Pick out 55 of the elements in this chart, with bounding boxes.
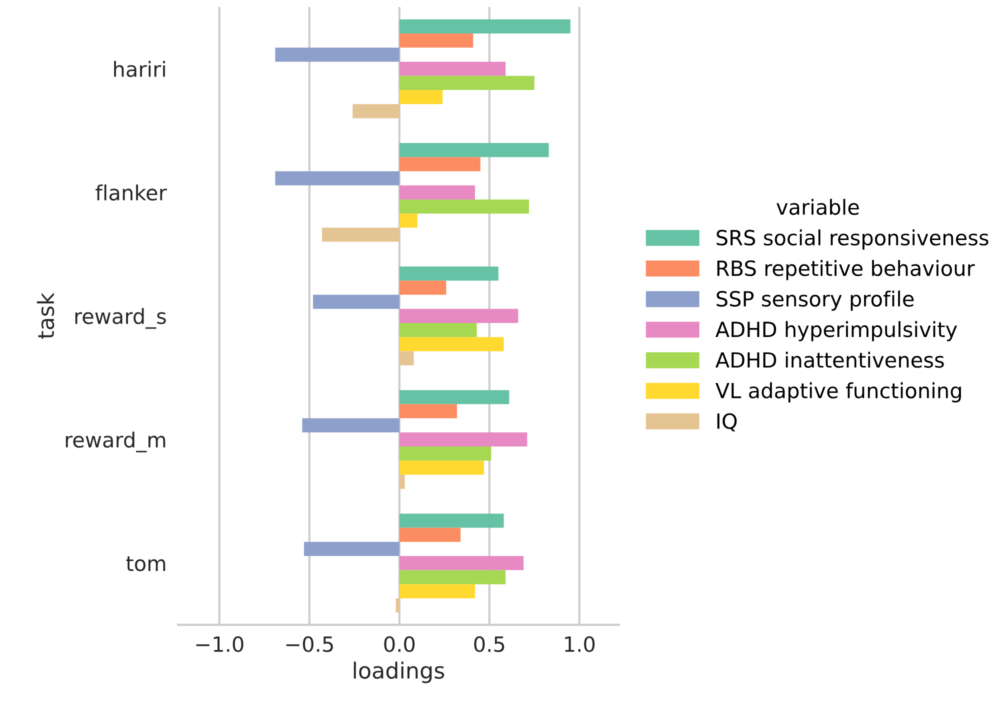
bar	[399, 404, 457, 418]
bar	[399, 308, 518, 323]
bar	[399, 76, 534, 90]
y-tick-label: tom	[126, 556, 166, 572]
bar	[304, 542, 400, 556]
x-tick-label: 1.0	[565, 636, 595, 652]
bar	[399, 528, 461, 542]
bar	[399, 266, 498, 281]
bar	[399, 390, 510, 404]
x-tick-label: 0.5	[474, 636, 504, 652]
legend-label: ADHD inattentiveness	[715, 352, 944, 368]
y-tick-label: hariri	[114, 60, 165, 78]
bar	[399, 19, 570, 34]
bar	[399, 157, 480, 172]
legend-label: RBS repetitive behaviour	[717, 260, 975, 280]
legend-label: IQ	[717, 413, 737, 432]
bar	[399, 142, 549, 158]
bar	[396, 598, 400, 612]
bar	[399, 351, 414, 366]
bar	[399, 199, 529, 214]
legend-label: SRS social responsiveness	[716, 229, 988, 250]
bar	[399, 446, 492, 461]
bar	[399, 34, 474, 48]
bar	[313, 294, 400, 309]
bar	[399, 337, 504, 352]
bar	[275, 171, 400, 186]
bar	[399, 185, 475, 200]
bar	[302, 418, 400, 432]
legend-label: ADHD hyperimpulsivity	[715, 321, 958, 342]
bar	[275, 48, 400, 62]
x-axis-title: loadings	[354, 662, 444, 684]
bar	[399, 474, 405, 489]
bar	[399, 62, 506, 76]
bar	[399, 432, 528, 447]
bar	[399, 280, 446, 295]
bar	[399, 90, 443, 104]
bar	[399, 514, 504, 528]
bar	[399, 556, 524, 570]
x-tick-label: −0.5	[286, 636, 333, 652]
x-tick-label: −1.0	[196, 636, 244, 652]
bar	[399, 460, 484, 475]
bar	[399, 570, 506, 584]
bar	[322, 228, 400, 242]
legend-title: variable	[776, 198, 859, 215]
bar	[352, 104, 400, 118]
bar	[399, 322, 477, 338]
y-tick-label: reward_s	[75, 308, 166, 329]
y-tick-label: flanker	[96, 184, 167, 201]
y-axis-title: task	[36, 292, 54, 339]
legend-label: VL adaptive functioning	[715, 382, 961, 402]
bar	[399, 584, 475, 598]
y-tick-label: reward_m	[66, 432, 166, 452]
x-tick-label: 0.0	[384, 636, 415, 652]
bar	[399, 214, 418, 228]
legend-label: SSP sensory profile	[716, 290, 914, 311]
